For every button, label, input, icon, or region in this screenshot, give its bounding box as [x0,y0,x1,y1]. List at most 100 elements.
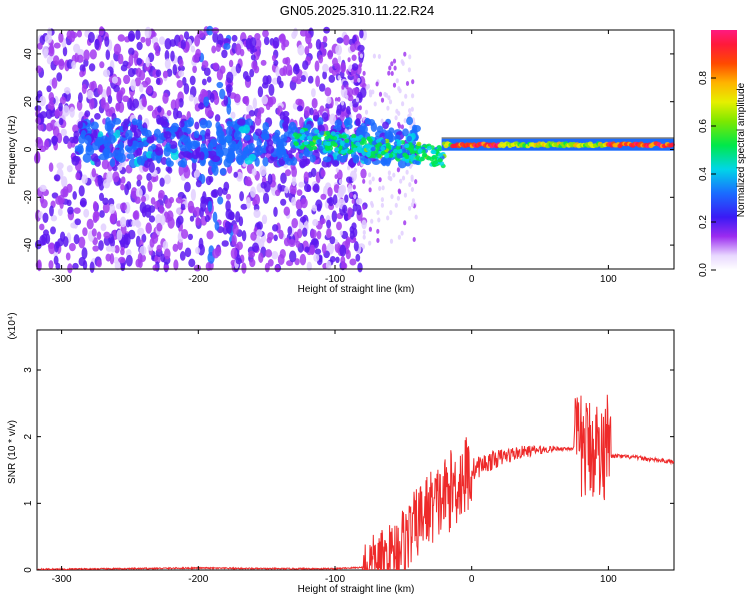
spectrogram-cell [357,77,361,83]
snr-frame [36,329,675,571]
spectrogram-cell [198,103,205,110]
spectrogram-cell [277,254,285,266]
spectrogram-cell [105,253,112,262]
spectrogram-cell [205,262,212,271]
spectrogram-cell [230,247,238,259]
spectrogram-cell [334,242,341,253]
spectrogram-cell [395,78,399,84]
spectrogram-cell [384,153,390,158]
spectrogram-cell [283,237,291,247]
spectrogram-cell [321,112,329,123]
spectrogram-cell [306,261,312,272]
spectrogram-cell [347,207,353,217]
spectrogram-cell [416,141,422,147]
spectrogram-cell [42,212,49,223]
spectrogram-cell [88,63,96,72]
spectrogram-cell [257,86,264,98]
spectrogram-cell [407,67,411,73]
spectrogram-cell [349,64,353,70]
spectrogram-cell [377,217,381,223]
spectrogram-cell [72,262,79,270]
spectrogram-cell [403,118,407,124]
spectrogram-cell [145,207,152,218]
spectrogram-cell [351,144,357,149]
spectrogram-cell [319,130,325,136]
spectrogram-cell [178,70,185,77]
spectrogram-cell [408,205,412,211]
spectrogram-cell [355,118,361,127]
spectrogram-cell [123,74,131,85]
bottom-x-tick-label: -200 [188,574,208,585]
spectrogram-cell [112,171,120,183]
top-x-tick-label: -200 [188,274,208,285]
spectrogram-cell [403,192,407,198]
spectrogram-cell [402,152,408,157]
spectrogram-cell [389,238,394,244]
spectrogram-cell [298,181,305,188]
spectrogram-cell [226,85,232,98]
spectrogram-cell [147,105,154,112]
spectrogram-cell [49,42,54,55]
spectrogram-cell [136,57,143,66]
spectrogram-cell [96,259,102,268]
spectrogram-cell [393,65,397,71]
spectrogram-cell [53,174,61,182]
spectrogram-cell [338,179,343,185]
spectrogram-cell [126,153,136,160]
spectrogram-cell [351,54,357,61]
spectrogram-cell [78,185,85,197]
spectrogram-cell [48,162,54,172]
spectrogram-cell [62,236,69,248]
spectrogram-cell [256,138,262,148]
spectrogram-cell [335,256,340,264]
spectrogram-cell [136,174,143,181]
spectrogram-cell [72,155,81,162]
spectrogram-cell [162,70,169,79]
spectrogram-cell [92,201,98,211]
spectrogram-cell [162,92,169,104]
spectrogram-cell [123,118,130,126]
snr-panel: -300 -200 -100 0 100 0 1 2 3 Height of straight… [7,312,675,595]
spectrogram-cell [309,247,316,254]
spectrogram-cell [165,157,172,167]
spectrogram-cell [180,39,186,50]
spectrogram-cell [205,175,212,186]
top-y-axis-label: Frequency (Hz) [7,116,18,185]
spectrogram-cell [112,117,122,125]
spectrogram-cell [140,195,147,203]
spectrogram-cell [388,99,393,105]
spectrogram-cell [83,49,90,61]
spectrogram-cell [393,149,398,154]
spectrogram-cell [296,208,303,217]
spectrogram-cell [261,95,268,105]
spectrogram-cell [296,105,303,112]
spectrogram-cell [50,215,58,222]
spectrogram-cell [323,141,329,146]
spectrogram-cell [74,145,81,152]
spectrogram-cell [248,153,257,161]
spectrogram-cell [360,168,367,179]
spectrogram-cell [109,158,116,167]
spectrogram-cell [299,145,305,150]
spectrogram-cell [311,204,318,212]
spectrogram-cell [302,60,309,70]
spectrogram-cell [248,109,256,117]
spectrogram-cell [341,112,345,118]
spectrogram-cell [100,223,107,232]
spectrogram-cell [254,128,263,136]
spectrogram-cell [103,231,111,239]
spectrogram-cell [172,243,179,252]
spectrogram-cell [333,183,340,194]
spectrogram-cell [150,143,157,150]
spectrogram-cell [259,165,267,177]
spectrogram-cell [362,70,366,76]
spectrogram-cell [135,119,143,127]
spectrogram-cell [166,109,172,117]
spectrogram-cell [203,67,211,77]
spectrogram-cell [253,209,261,219]
spectrogram-cell [382,121,389,130]
spectrogram-cell [396,167,400,173]
bottom-y-tick-label: 0 [23,567,34,573]
spectrogram-cell [327,49,333,60]
spectrogram-cell [377,142,383,147]
